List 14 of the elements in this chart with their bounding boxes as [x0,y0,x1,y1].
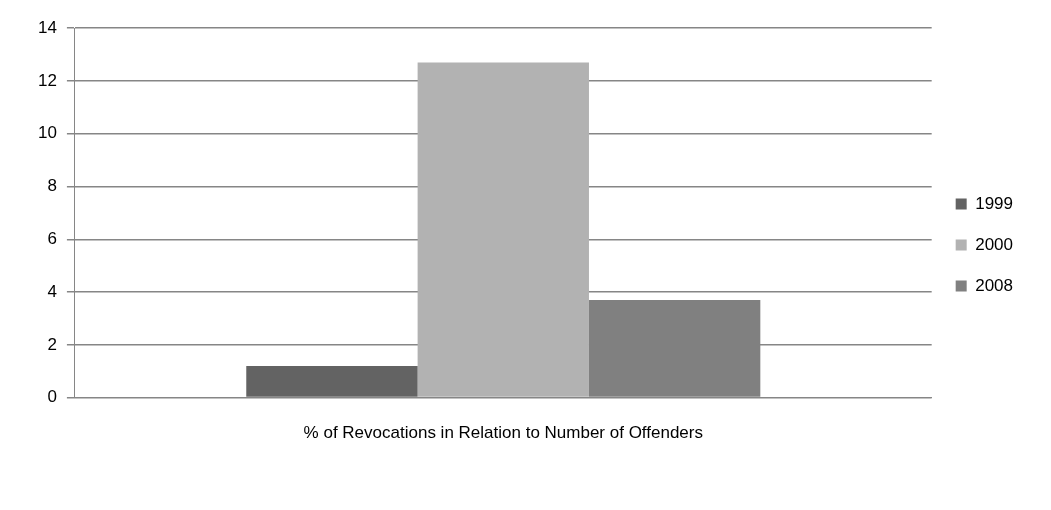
x-tick-label: % of Revocations in Relation to Number of Offenders [303,423,703,443]
bar [246,365,418,397]
y-tick-label: 14 [37,17,57,37]
legend-label: 2008 [975,275,1014,295]
y-tick-label: 2 [47,334,57,354]
legend-label: 2000 [975,234,1014,254]
y-tick-label: 10 [37,123,57,143]
y-tick-label: 8 [47,176,57,196]
bar [417,62,589,397]
y-tick-label: 4 [47,281,57,301]
y-tick-label: 0 [47,387,57,407]
y-tick-label: 12 [37,70,57,90]
y-tick-label: 6 [47,228,57,248]
legend-label: 1999 [975,193,1014,213]
